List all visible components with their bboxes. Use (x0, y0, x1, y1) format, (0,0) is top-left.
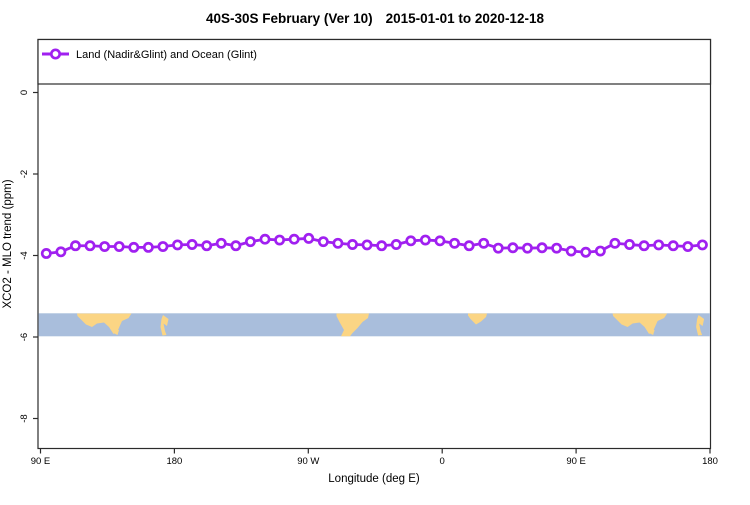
data-point (463, 240, 475, 252)
map-band-ocean (38, 313, 710, 337)
data-point (609, 237, 621, 249)
x-tick-label: 180 (166, 456, 182, 467)
data-point (157, 241, 169, 252)
data-point (303, 232, 315, 244)
y-tick-label: -6 (19, 333, 30, 341)
legend-label: Land (Nadir&Glint) and Ocean (Glint) (76, 49, 257, 61)
x-tick-label: 180 (702, 456, 718, 467)
y-axis-title: XCO2 - MLO trend (ppm) (2, 179, 14, 308)
data-point (113, 241, 125, 252)
data-point (696, 239, 708, 251)
chart-title-dates: 2015-01-01 to 2020-12-18 (386, 11, 545, 26)
data-series (40, 232, 708, 259)
x-axis: 90 E 180 90 W 0 90 E 180 (31, 448, 718, 467)
data-point (624, 239, 635, 250)
data-point (376, 240, 388, 252)
map-band (38, 313, 710, 337)
data-point (434, 235, 446, 247)
data-point (667, 240, 679, 252)
data-point (40, 248, 52, 259)
x-axis-title: Longitude (deg E) (328, 473, 420, 485)
land-shape-tasmania (113, 329, 119, 335)
land-shape-new-zealand (696, 315, 705, 336)
data-point (215, 237, 227, 249)
chart-title: 40S-30S February (Ver 10) 2015-01-01 to 2… (206, 11, 544, 26)
legend: Land (Nadir&Glint) and Ocean (Glint) (37, 38, 712, 85)
data-point (332, 237, 344, 249)
data-point (84, 240, 96, 252)
data-point (594, 245, 606, 257)
data-point (536, 242, 548, 254)
data-point (347, 239, 358, 250)
x-tick-label: 90 E (566, 456, 586, 467)
land-shape-new-zealand (160, 315, 169, 336)
data-point (99, 241, 111, 252)
data-point (492, 242, 504, 254)
data-point (682, 241, 694, 252)
data-point (580, 246, 592, 258)
data-point (551, 242, 563, 254)
data-point (478, 237, 490, 249)
legend-marker-icon (49, 48, 62, 60)
data-point (274, 234, 286, 246)
land-shape-south-america (336, 313, 369, 337)
data-point (55, 246, 67, 258)
data-point (259, 233, 271, 245)
data-point (419, 234, 431, 246)
data-point (230, 240, 242, 252)
chart-title-range: 40S-30S February (Ver 10) (206, 11, 373, 26)
data-point (288, 233, 300, 245)
series-line (44, 236, 704, 255)
data-point (186, 239, 198, 250)
land-shape-australia (612, 313, 668, 334)
data-point (653, 239, 665, 251)
y-tick-label: 0 (19, 90, 30, 95)
data-point (507, 242, 519, 254)
data-point (390, 239, 402, 250)
data-point (361, 239, 373, 251)
data-point (521, 242, 533, 254)
y-tick-label: -8 (19, 414, 30, 422)
data-point (172, 239, 183, 251)
data-point (128, 241, 140, 253)
data-point (70, 240, 81, 252)
y-tick-label: -2 (19, 170, 30, 178)
data-point (244, 236, 256, 248)
data-point (405, 235, 417, 247)
land-shape-south-africa (468, 313, 487, 325)
y-tick-label: -4 (19, 251, 30, 259)
data-point (638, 240, 650, 252)
x-tick-label: 0 (440, 456, 445, 467)
data-point (449, 237, 460, 249)
data-point (317, 236, 329, 248)
land-shape-australia (77, 313, 132, 334)
x-tick-label: 90 W (297, 456, 319, 467)
data-point (565, 245, 577, 257)
data-point (142, 241, 154, 253)
land-shape-tasmania (649, 329, 655, 335)
x-tick-label: 90 E (31, 456, 51, 467)
data-point (201, 240, 213, 252)
y-axis: 0 -2 -4 -6 -8 (19, 90, 38, 423)
legend-box (37, 38, 712, 85)
